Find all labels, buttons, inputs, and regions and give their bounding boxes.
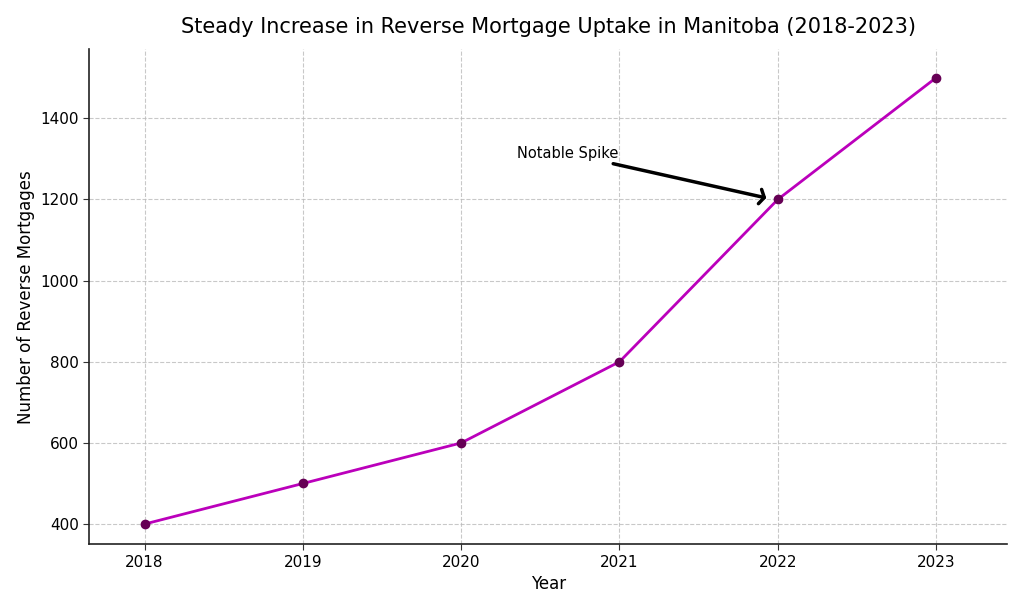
Y-axis label: Number of Reverse Mortgages: Number of Reverse Mortgages [16,170,35,424]
Text: Notable Spike: Notable Spike [516,146,764,204]
X-axis label: Year: Year [530,575,566,594]
Title: Steady Increase in Reverse Mortgage Uptake in Manitoba (2018-2023): Steady Increase in Reverse Mortgage Upta… [181,16,915,37]
